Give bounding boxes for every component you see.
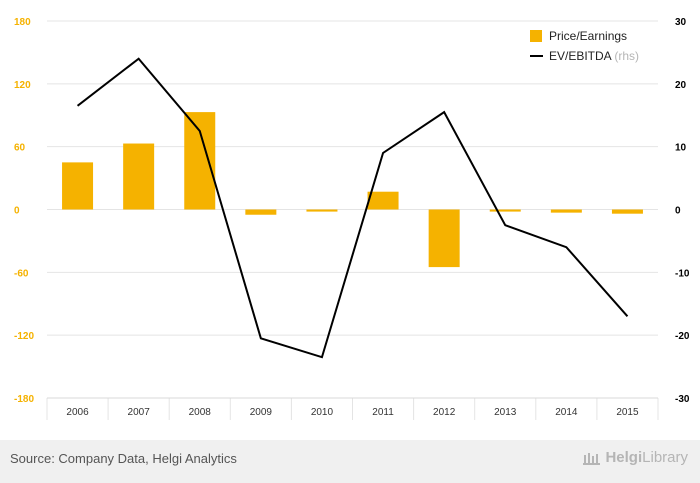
chart: 180120600-60-120-1803020100-10-20-302006… [14,17,690,420]
right-tick-label: -10 [675,268,690,279]
source-note: Source: Company Data, Helgi Analytics [10,451,237,466]
right-tick-label: 20 [675,80,687,91]
right-tick-label: 10 [675,143,687,154]
left-tick-label: 60 [14,143,26,154]
series-line-ev-ebitda [76,57,629,359]
bar-2012 [428,209,460,268]
bar-2010 [306,209,338,212]
bar-2006 [62,162,94,210]
right-tick-label: -20 [675,331,690,342]
x-tick-label: 2006 [66,407,89,418]
left-tick-label: 180 [14,17,31,28]
x-tick-label: 2014 [555,407,578,418]
legend-label-ev-ebitda: EV/EBITDA (rhs) [549,49,639,63]
left-tick-label: -120 [14,331,34,342]
left-tick-label: 0 [14,206,20,217]
x-tick-label: 2010 [311,407,334,418]
bar-2011 [367,191,399,210]
brand-logo[interactable]: Helgi Library [583,449,688,466]
footer: Source: Company Data, Helgi Analytics He… [0,440,700,483]
library-icon [583,452,601,465]
brand-name-part1: Helgi [605,449,643,466]
x-tick-label: 2008 [189,407,212,418]
brand-name-part2: Library [642,449,688,466]
bar-2007 [123,143,155,210]
bar-2015 [611,209,643,214]
legend-label-rhs: (rhs) [611,49,639,63]
bar-2008 [184,112,216,210]
bar-2009 [245,209,277,215]
x-tick-label: 2011 [372,407,394,418]
x-tick-label: 2009 [250,407,273,418]
x-tick-label: 2015 [616,407,639,418]
left-tick-label: -60 [14,268,29,279]
legend-swatch-price-earnings [530,30,542,42]
left-tick-label: -180 [14,394,34,405]
legend-label-price-earnings: Price/Earnings [549,29,627,43]
right-tick-label: 0 [675,206,681,217]
bar-2014 [550,209,582,213]
left-tick-label: 120 [14,80,31,91]
x-tick-label: 2012 [433,407,456,418]
right-tick-label: -30 [675,394,690,405]
x-tick-label: 2007 [128,407,151,418]
x-tick-label: 2013 [494,407,517,418]
right-tick-label: 30 [675,17,687,28]
bar-2013 [489,209,521,212]
